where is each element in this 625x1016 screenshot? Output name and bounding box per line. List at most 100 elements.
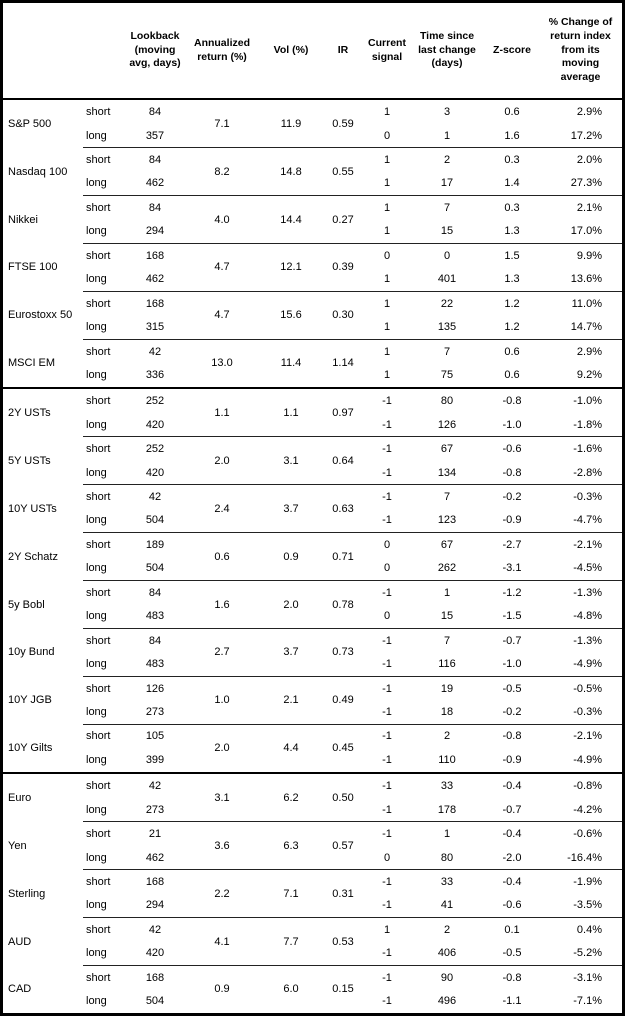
instrument-name: CAD <box>8 983 32 996</box>
z-score-value: -0.4 <box>485 869 539 894</box>
leg-label: short <box>83 580 127 605</box>
lookback-value: 105 <box>127 723 183 749</box>
table-row: 10Y Gilts short 105 2.0 4.4 0.45 -1 2 -0.8 -2.1% <box>3 723 622 774</box>
z-score-value: -0.2 <box>485 484 539 509</box>
pct-change-value: 17.2% <box>570 129 602 142</box>
table-row: long 420 -1 406 -0.5 -5.2% <box>3 942 622 966</box>
leg-label: long <box>86 754 107 767</box>
signal-value: 0 <box>383 129 391 142</box>
time-since-value: 33 <box>409 869 485 894</box>
signal-value: 0 <box>383 610 391 623</box>
lookback-value: 504 <box>145 514 165 527</box>
pct-change-value: 11.0% <box>539 290 622 316</box>
z-score-value: 1.2 <box>485 290 539 316</box>
table-body: S&P 500 short 84 7.1 11.9 0.59 1 3 0.6 2.9% long 35… <box>3 99 622 1013</box>
time-since-value: 41 <box>440 899 454 912</box>
leg-label: short <box>83 917 127 942</box>
vol-value: 6.0 <box>261 965 321 1013</box>
lookback-value: 252 <box>127 436 183 461</box>
signal-value: -1 <box>365 387 409 414</box>
leg-label: long <box>86 947 107 960</box>
time-since-value: 75 <box>440 369 454 382</box>
signal-value: 0 <box>383 851 391 864</box>
signal-value: 1 <box>383 177 391 190</box>
vol-value: 4.4 <box>261 723 321 774</box>
annualized-return-value: 1.0 <box>183 675 261 725</box>
time-since-value: 7 <box>409 484 485 509</box>
signal-value: 1 <box>365 195 409 220</box>
ir-value: 0.97 <box>321 387 365 437</box>
time-since-value: 19 <box>409 675 485 701</box>
signal-value: -1 <box>382 705 392 718</box>
table-row: long 273 -1 18 -0.2 -0.3% <box>3 700 622 724</box>
signal-value: 1 <box>365 147 409 172</box>
lookback-value: 483 <box>145 658 165 671</box>
lookback-value: 462 <box>145 273 165 286</box>
table-row: 2Y Schatz short 189 0.6 0.9 0.71 0 67 -2.7 -2.1% <box>3 532 622 581</box>
z-score-value: -0.8 <box>502 466 522 479</box>
lookback-value: 294 <box>145 899 165 912</box>
time-since-value: 123 <box>437 514 457 527</box>
lookback-value: 252 <box>127 387 183 414</box>
time-since-value: 1 <box>409 580 485 605</box>
instrument-name: Euro <box>3 772 83 822</box>
table-row: Yen short 21 3.6 6.3 0.57 -1 1 -0.4 -0.6% <box>3 821 622 870</box>
table-row: 5Y USTs short 252 2.0 3.1 0.64 -1 67 -0.6 -1.6% <box>3 436 622 485</box>
table-row: S&P 500 short 84 7.1 11.9 0.59 1 3 0.6 2.9% <box>3 99 622 130</box>
time-since-value: 2 <box>409 147 485 172</box>
lookback-value: 189 <box>127 532 183 557</box>
annualized-return-value: 4.7 <box>183 243 261 292</box>
vol-value: 2.1 <box>261 675 321 725</box>
time-since-value: 15 <box>440 225 454 238</box>
pct-change-value: -3.5% <box>573 899 602 912</box>
pct-change-value: -2.8% <box>573 466 602 479</box>
instrument-name: 10Y JGB <box>8 694 52 707</box>
time-since-value: 22 <box>409 290 485 316</box>
signal-value: 1 <box>365 917 409 942</box>
leg-label: long <box>86 466 107 479</box>
table-row: Sterling short 168 2.2 7.1 0.31 -1 33 -0.4 -1.9% <box>3 869 622 918</box>
lookback-value: 42 <box>127 484 183 509</box>
z-score-value: 1.5 <box>485 243 539 268</box>
time-since-value: 2 <box>409 917 485 942</box>
table-row: long 357 0 1 1.6 17.2% <box>3 124 622 148</box>
signal-value: 1 <box>383 369 391 382</box>
ir-value: 0.15 <box>321 965 365 1013</box>
header-ir: IR <box>321 3 365 100</box>
vol-value: 1.1 <box>261 387 321 437</box>
instrument-name: 2Y USTs <box>3 387 83 437</box>
leg-label: long <box>86 899 107 912</box>
time-since-value: 80 <box>409 387 485 414</box>
time-since-value: 18 <box>440 705 454 718</box>
pct-change-value: -1.8% <box>573 418 602 431</box>
lookback-value: 399 <box>145 754 165 767</box>
pct-change-value: -5.2% <box>573 947 602 960</box>
lookback-value: 273 <box>145 803 165 816</box>
header-current-signal: Current signal <box>365 3 409 100</box>
lookback-value: 315 <box>145 321 165 334</box>
z-score-value: -0.4 <box>485 821 539 846</box>
table-row: long 462 1 401 1.3 13.6% <box>3 268 622 292</box>
vol-value: 6.3 <box>261 821 321 870</box>
signal-value: -1 <box>365 675 409 701</box>
lookback-value: 504 <box>145 995 165 1008</box>
time-since-value: 67 <box>409 436 485 461</box>
annualized-return-value: 2.0 <box>183 436 261 485</box>
leg-label: long <box>86 273 107 286</box>
vol-value: 11.4 <box>261 338 321 389</box>
pct-change-value: -4.5% <box>573 562 602 575</box>
z-score-value: -0.6 <box>502 899 522 912</box>
leg-label: long <box>86 369 107 382</box>
z-score-value: 0.1 <box>485 917 539 942</box>
signal-value: 1 <box>383 225 391 238</box>
signal-value: -1 <box>365 580 409 605</box>
pct-change-value: 14.7% <box>570 321 602 334</box>
leg-label: short <box>83 195 127 220</box>
signal-value: -1 <box>365 869 409 894</box>
annualized-return-value: 0.9 <box>183 965 261 1013</box>
signal-value: -1 <box>382 899 392 912</box>
pct-change-value: -4.8% <box>573 610 602 623</box>
ir-value: 1.14 <box>321 338 365 389</box>
lookback-value: 84 <box>127 195 183 220</box>
